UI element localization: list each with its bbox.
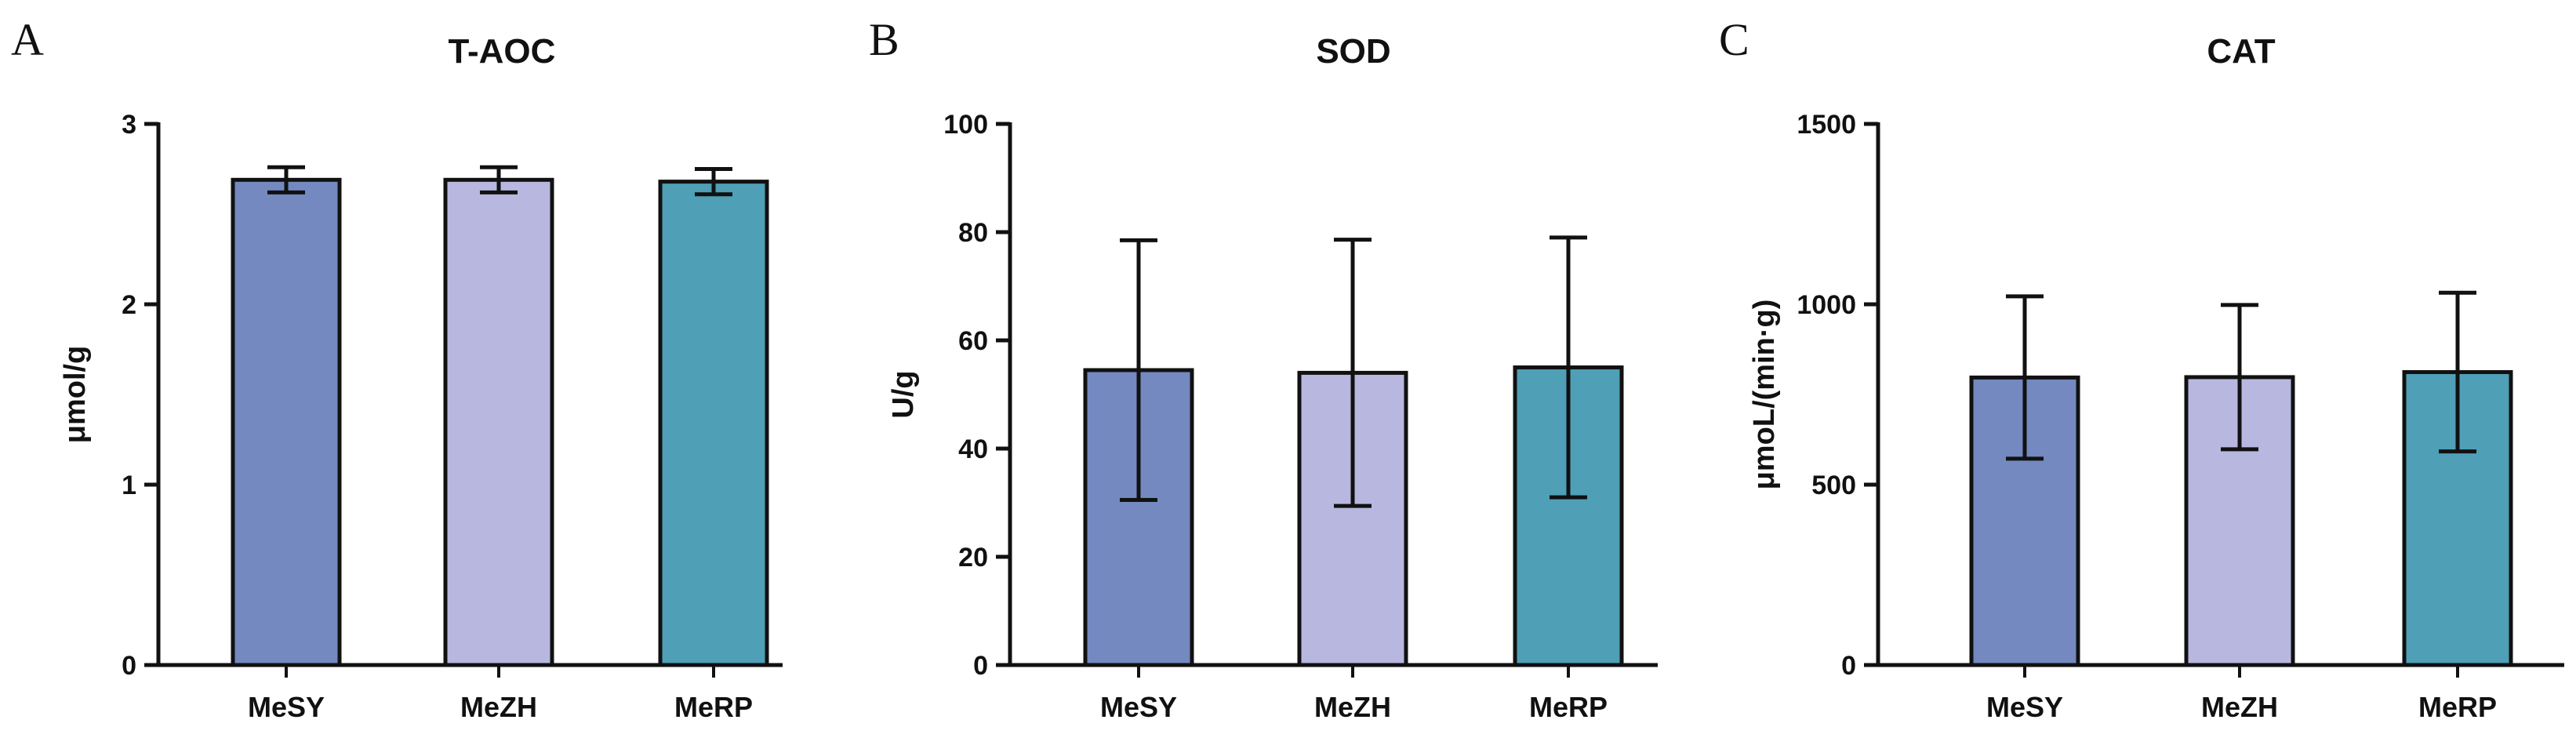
y-tick-label: 40 xyxy=(958,434,988,464)
chart-title: SOD xyxy=(1316,32,1390,71)
y-axis-label: μmol/g xyxy=(59,346,92,444)
y-tick-label: 3 xyxy=(122,110,136,140)
bar-mezh xyxy=(443,177,554,667)
panel-letter: C xyxy=(1719,14,1749,65)
x-tick-label: MeZH xyxy=(460,691,537,723)
y-tick-label: 100 xyxy=(943,110,988,140)
y-tick-label: 2 xyxy=(122,290,136,320)
bar-merp xyxy=(658,180,769,667)
y-tick-label: 500 xyxy=(1811,471,1856,500)
chart-title: CAT xyxy=(2207,32,2275,71)
x-tick-label: MeSY xyxy=(248,691,325,723)
y-tick-label: 0 xyxy=(122,651,136,681)
y-tick-label: 0 xyxy=(1841,651,1856,681)
chart-panel-a: A T-AOC μmol/g MeSY MeZH MeRP 0 1 2 3 xyxy=(11,14,783,723)
y-tick-label: 1500 xyxy=(1797,110,1856,140)
x-tick-label: MeRP xyxy=(1529,691,1608,723)
chart-panel-b: B SOD U/g MeSY MeZH MeRP 0 20 40 60 80 100 xyxy=(869,14,1658,723)
x-tick-label: MeSY xyxy=(1100,691,1177,723)
chart-panel-c: C CAT μmoL/(min·g) MeSY MeZH MeRP 0 500 1000 1500 xyxy=(1719,14,2564,723)
chart-title: T-AOC xyxy=(449,32,556,71)
panel-letter: B xyxy=(869,14,899,65)
y-tick-label: 1 xyxy=(122,471,136,500)
x-tick-label: MeZH xyxy=(2201,691,2278,723)
y-tick-label: 20 xyxy=(958,543,988,572)
x-tick-label: MeRP xyxy=(674,691,753,723)
y-tick-label: 1000 xyxy=(1797,290,1856,320)
panel-letter: A xyxy=(11,14,44,65)
bar-merp xyxy=(2402,369,2513,667)
panels: A T-AOC μmol/g MeSY MeZH MeRP 0 1 2 3 B SOD U/g MeSY M… xyxy=(11,14,2564,723)
x-tick-label: MeSY xyxy=(1986,691,2063,723)
y-axis-label: U/g xyxy=(887,370,920,418)
y-tick-label: 0 xyxy=(973,651,988,681)
y-tick-label: 80 xyxy=(958,218,988,248)
x-tick-label: MeZH xyxy=(1314,691,1391,723)
x-tick-label: MeRP xyxy=(2418,691,2497,723)
y-axis-label: μmoL/(min·g) xyxy=(1748,300,1781,490)
bar-mesy xyxy=(231,177,342,667)
y-tick-label: 60 xyxy=(958,326,988,356)
